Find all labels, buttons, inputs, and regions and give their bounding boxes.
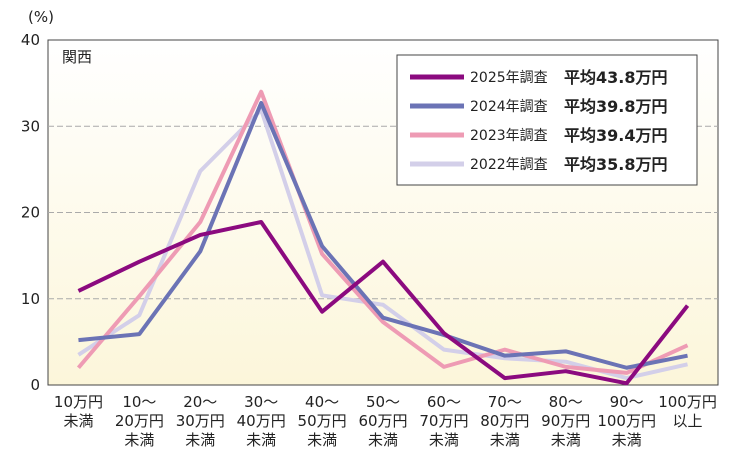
series-line xyxy=(78,100,688,370)
legend-label: 2022年調査 xyxy=(470,157,548,173)
x-tick-label: 90～ 100万円未満 xyxy=(597,393,656,449)
y-tick-label: 20 xyxy=(21,204,40,222)
x-tick-label: 80～ 90万円未満 xyxy=(541,393,590,449)
legend-average: 平均35.8万円 xyxy=(564,155,667,174)
x-tick-label: 10～ 20万円未満 xyxy=(115,393,164,449)
legend-average: 平均43.8万円 xyxy=(564,68,667,87)
x-tick-label: 70～ 80万円未満 xyxy=(480,393,529,449)
x-tick-label: 10万円未満 xyxy=(54,393,103,430)
x-tick-label: 60～ 70万円未満 xyxy=(419,393,468,449)
y-tick-label: 0 xyxy=(30,376,40,394)
x-tick-label: 50～ 60万円未満 xyxy=(358,393,407,449)
y-tick-label: 30 xyxy=(21,117,40,135)
legend-label: 2025年調査 xyxy=(470,70,548,86)
series-line xyxy=(77,219,690,386)
x-tick-label: 20～ 30万円未満 xyxy=(176,393,225,449)
x-tick-label: 40～ 50万円未満 xyxy=(298,393,347,449)
legend-label: 2023年調査 xyxy=(470,128,548,144)
y-tick-label: 10 xyxy=(21,290,40,308)
series-line xyxy=(76,89,689,375)
region-label: 関西 xyxy=(62,48,92,66)
legend-label: 2024年調査 xyxy=(470,99,548,115)
y-tick-label: 40 xyxy=(21,31,40,49)
legend-average: 平均39.4万円 xyxy=(564,126,667,145)
x-tick-label: 100万円以上 xyxy=(658,393,717,430)
legend-average: 平均39.8万円 xyxy=(564,97,667,116)
y-axis-label: (%) xyxy=(28,8,54,26)
x-tick-label: 30～ 40万円未満 xyxy=(237,393,286,449)
